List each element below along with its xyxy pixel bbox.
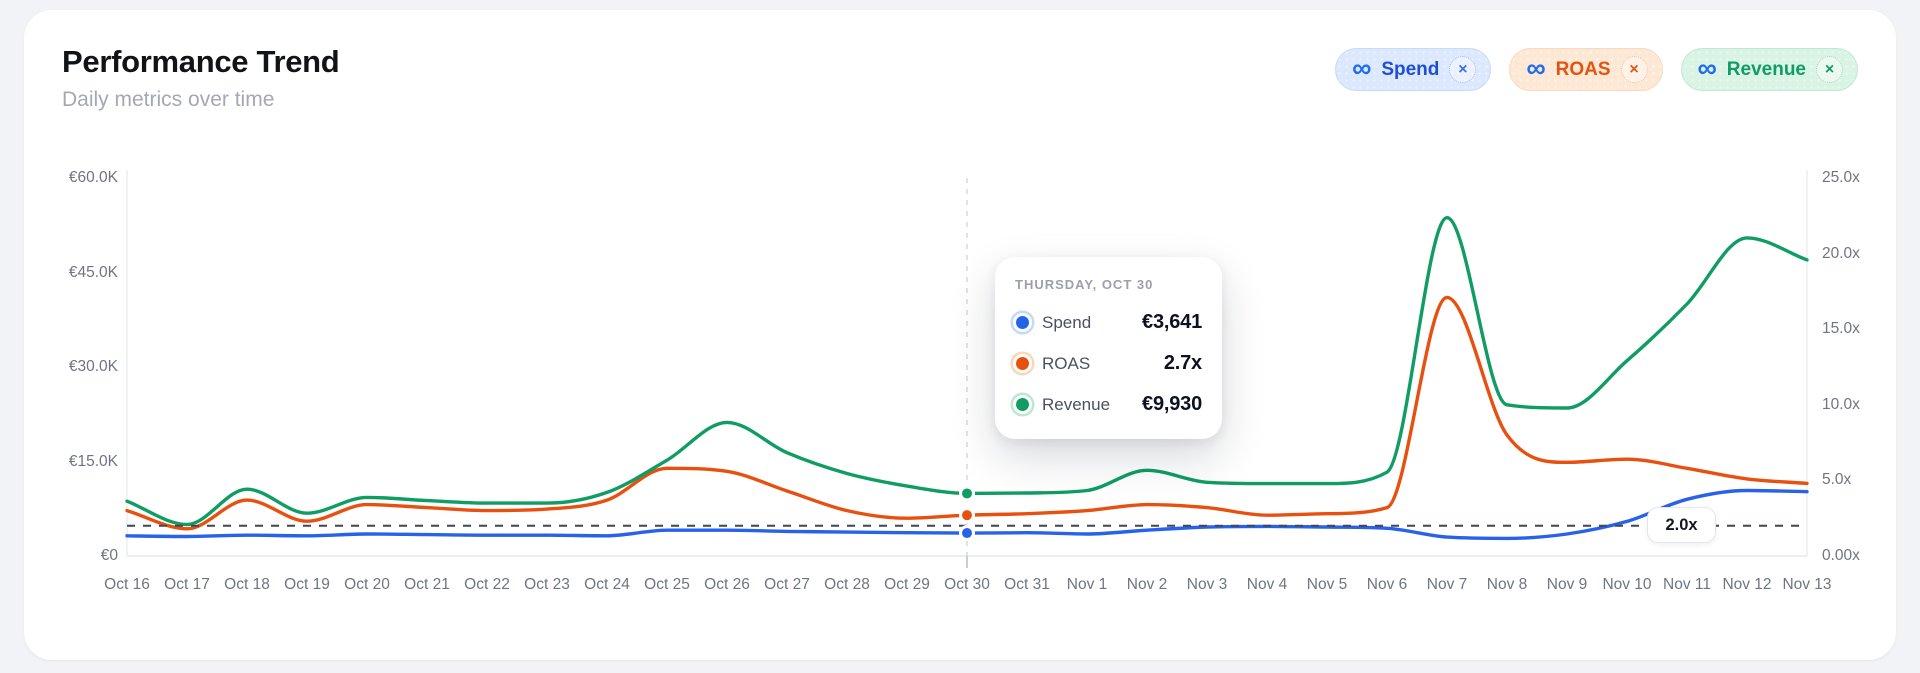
y-axis-tick-right: 5.0x — [1822, 471, 1852, 489]
x-axis-label: Nov 10 — [1602, 576, 1652, 593]
x-axis-label: Nov 3 — [1186, 576, 1228, 593]
x-axis-label: Nov 9 — [1546, 576, 1588, 593]
chip-roas[interactable]: ∞ ROAS × — [1509, 48, 1663, 91]
chip-spend-label: Spend — [1381, 58, 1440, 80]
tooltip-spend-value: €3,641 — [1142, 311, 1202, 333]
hover-tooltip: THURSDAY, OCT 30 Spend €3,641 ROAS 2.7x … — [995, 257, 1222, 439]
tooltip-row-revenue: Revenue €9,930 — [1013, 384, 1202, 425]
x-axis-label: Oct 24 — [584, 576, 630, 593]
x-axis-label: Nov 8 — [1486, 576, 1528, 593]
x-axis-label: Oct 23 — [524, 576, 570, 593]
y-axis-tick-right: 0.00x — [1822, 547, 1860, 564]
y-axis-tick-right: 20.0x — [1822, 244, 1860, 262]
page-subtitle: Daily metrics over time — [62, 88, 275, 111]
x-axis-label: Oct 20 — [344, 576, 390, 593]
spend-dot-icon — [1013, 313, 1032, 332]
y-axis-tick-right: 10.0x — [1822, 395, 1860, 413]
close-icon[interactable]: × — [1816, 56, 1843, 83]
target-roas-badge[interactable]: 2.0x — [1647, 507, 1716, 543]
meta-icon: ∞ — [1697, 53, 1717, 83]
close-icon[interactable]: × — [1620, 56, 1648, 83]
tooltip-spend-label: Spend — [1042, 312, 1092, 332]
x-axis-label: Nov 7 — [1426, 576, 1468, 593]
close-icon[interactable]: × — [1449, 56, 1477, 83]
chip-revenue-label: Revenue — [1726, 58, 1806, 80]
hover-dot-spend — [959, 525, 975, 542]
hover-dot-roas — [959, 507, 975, 524]
chip-roas-label: ROAS — [1555, 58, 1611, 80]
chart-card — [24, 10, 1896, 660]
x-axis-label: Nov 1 — [1066, 576, 1108, 593]
x-axis-label: Nov 6 — [1366, 576, 1408, 593]
x-axis-label: Oct 18 — [224, 576, 270, 593]
x-axis-label: Oct 16 — [104, 576, 150, 593]
tooltip-row-roas: ROAS 2.7x — [1013, 343, 1202, 384]
y-axis-tick-left: €45.0K — [68, 263, 118, 281]
x-axis-label: Nov 13 — [1782, 576, 1832, 593]
tooltip-date: THURSDAY, OCT 30 — [1015, 277, 1154, 292]
x-axis-label: Nov 2 — [1126, 576, 1168, 593]
y-axis-tick-right: 25.0x — [1822, 169, 1860, 186]
roas-dot-icon — [1013, 354, 1032, 373]
tooltip-row-spend: Spend €3,641 — [1013, 302, 1202, 343]
x-axis-label: Oct 29 — [884, 576, 930, 593]
metric-chips: ∞ Spend × ∞ ROAS × ∞ Revenue × — [1335, 48, 1858, 91]
page-title: Performance Trend — [62, 44, 340, 79]
tooltip-revenue-label: Revenue — [1042, 394, 1111, 414]
y-axis-tick-right: 15.0x — [1822, 320, 1860, 338]
roas-line — [125, 295, 1809, 531]
x-axis-label: Oct 21 — [404, 576, 450, 593]
y-axis-tick-left: €0 — [100, 547, 118, 564]
x-axis-label: Oct 31 — [1004, 576, 1050, 593]
x-axis-label: Oct 22 — [464, 576, 510, 593]
x-axis-label: Oct 19 — [284, 576, 330, 593]
meta-icon: ∞ — [1526, 53, 1546, 83]
x-axis-label: Nov 11 — [1663, 576, 1711, 593]
meta-icon: ∞ — [1352, 53, 1372, 83]
x-axis-label: Nov 4 — [1246, 576, 1288, 593]
revenue-line — [125, 216, 1809, 527]
y-axis-tick-left: €15.0K — [68, 452, 118, 470]
tooltip-roas-label: ROAS — [1042, 353, 1091, 373]
chip-revenue[interactable]: ∞ Revenue × — [1680, 48, 1858, 91]
chip-spend[interactable]: ∞ Spend × — [1335, 48, 1492, 91]
x-axis-label: Oct 28 — [824, 576, 870, 593]
x-axis-label: Oct 25 — [644, 576, 690, 593]
tooltip-revenue-value: €9,930 — [1142, 393, 1202, 415]
x-axis-label: Oct 30 — [944, 576, 990, 593]
hover-dot-revenue — [959, 485, 975, 502]
y-axis-tick-left: €60.0K — [68, 169, 118, 186]
tooltip-roas-value: 2.7x — [1163, 352, 1202, 374]
x-axis-label: Nov 12 — [1722, 576, 1772, 593]
x-axis-label: Oct 26 — [704, 576, 750, 593]
y-axis-tick-left: €30.0K — [68, 358, 118, 375]
revenue-dot-icon — [1013, 395, 1032, 414]
x-axis-label: Oct 27 — [764, 576, 810, 593]
x-axis-label: Oct 17 — [164, 576, 210, 593]
x-axis-label: Nov 5 — [1306, 576, 1348, 593]
